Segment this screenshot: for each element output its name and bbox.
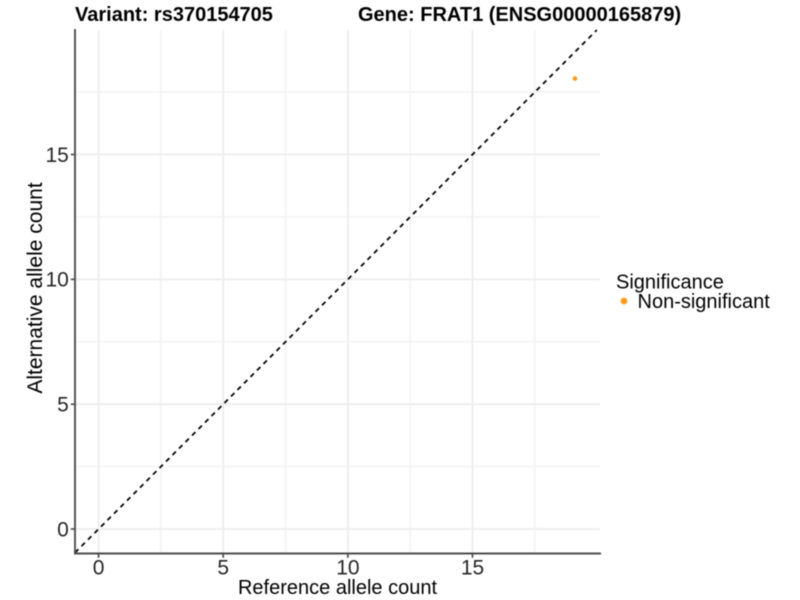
svg-text:5: 5 [57, 394, 69, 417]
svg-text:15: 15 [461, 556, 484, 579]
svg-text:Reference allele count: Reference allele count [238, 577, 437, 599]
svg-text:Non-significant: Non-significant [638, 291, 771, 313]
svg-text:Gene: FRAT1 (ENSG00000165879): Gene: FRAT1 (ENSG00000165879) [358, 4, 681, 26]
svg-text:Significance: Significance [616, 272, 724, 294]
svg-text:10: 10 [336, 556, 359, 579]
svg-text:5: 5 [217, 556, 229, 579]
svg-text:Alternative allele count: Alternative allele count [24, 182, 47, 393]
svg-text:Variant: rs370154705: Variant: rs370154705 [75, 4, 273, 26]
svg-text:0: 0 [57, 518, 69, 541]
svg-text:10: 10 [45, 269, 68, 292]
svg-text:15: 15 [45, 144, 68, 167]
svg-text:0: 0 [93, 556, 105, 579]
